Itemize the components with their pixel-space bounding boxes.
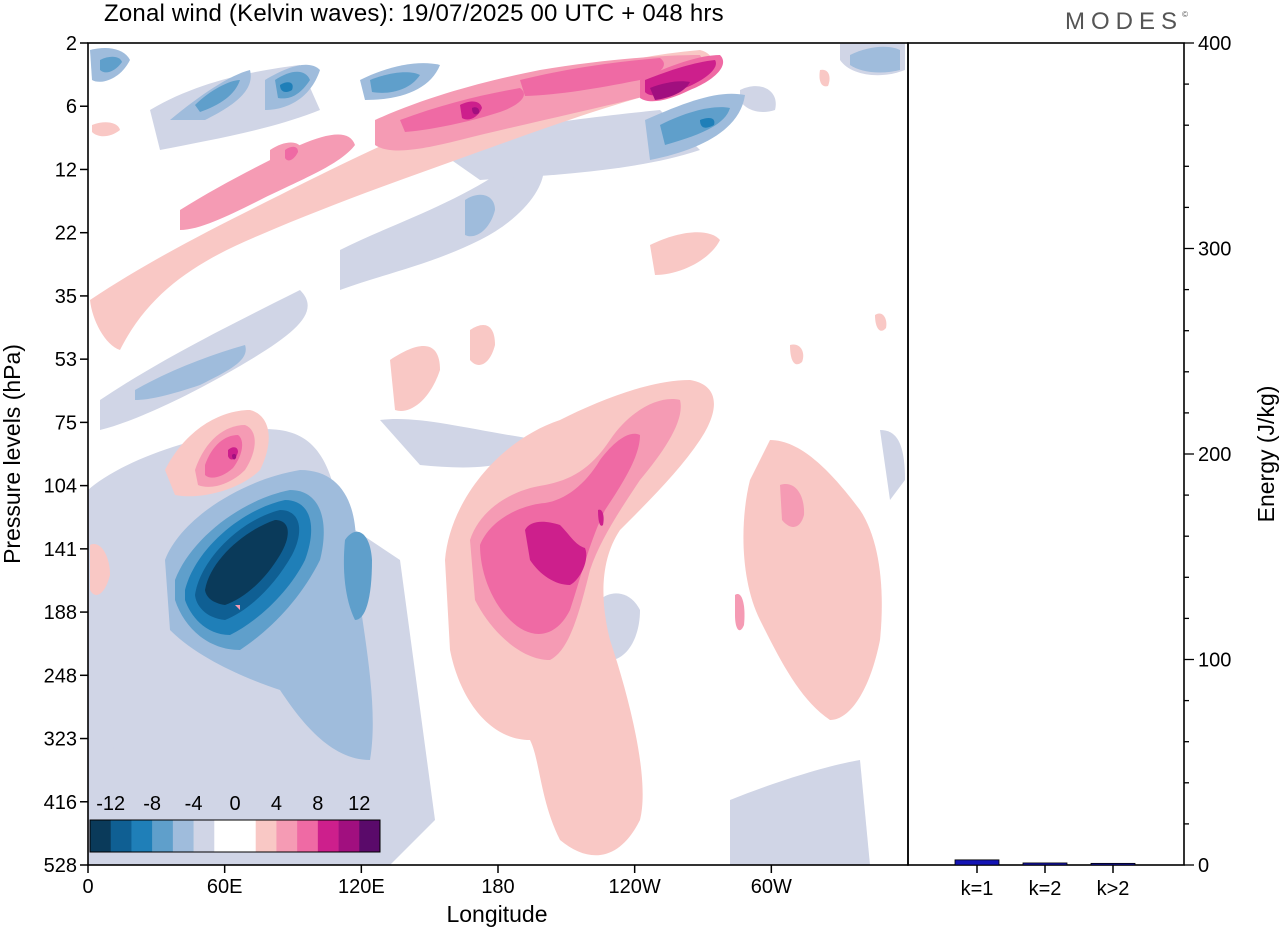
energy-frame — [907, 42, 1185, 866]
colorbar-swatch — [131, 820, 153, 852]
x-tick-label: 120E — [338, 876, 385, 898]
energy-bar-label: k=2 — [1029, 878, 1062, 900]
colorbar-swatch — [276, 820, 298, 852]
colorbar-label: -8 — [143, 793, 161, 815]
y-tick-label: 188 — [44, 602, 77, 624]
colorbar-label: 0 — [229, 793, 240, 815]
energy-bar — [954, 859, 1000, 866]
colorbar-label: 8 — [312, 793, 323, 815]
colorbar-swatch — [172, 820, 194, 852]
y-tick-label: 12 — [55, 159, 77, 181]
energy-bar — [1022, 862, 1068, 866]
x-tick-label: 60E — [207, 876, 243, 898]
y-tick-label: 2 — [66, 33, 77, 55]
contour-field — [88, 43, 905, 865]
y-axis-title: Pressure levels (hPa) — [0, 344, 25, 564]
colorbar-swatch — [90, 820, 112, 852]
x-tick-label: 60W — [751, 876, 792, 898]
energy-tick-label: 0 — [1198, 855, 1209, 877]
x-axis-title: Longitude — [446, 901, 547, 927]
colorbar-swatch — [359, 820, 381, 852]
y-tick-label: 75 — [55, 412, 77, 434]
colorbar-swatch — [235, 820, 257, 852]
energy-bar — [1090, 862, 1136, 866]
colorbar-swatch — [110, 820, 132, 852]
colorbar-swatch — [193, 820, 215, 852]
energy-bar-label: k>2 — [1097, 878, 1130, 900]
y-tick-label: 416 — [44, 792, 77, 814]
y-tick-label: 141 — [44, 539, 77, 561]
energy-axis: 0 100 200 300 400 — [1184, 33, 1231, 877]
y-tick-label: 35 — [55, 286, 77, 308]
x-tick-label: 180 — [481, 876, 514, 898]
energy-tick-label: 200 — [1198, 444, 1231, 466]
colorbar-swatch — [214, 820, 236, 852]
y-tick-label: 104 — [44, 476, 77, 498]
colorbar-swatch — [255, 820, 277, 852]
colorbar: -12 -8 -4 0 4 8 12 — [89, 793, 381, 853]
colorbar-label: 12 — [348, 793, 370, 815]
x-axis: 0 60E 120E 180 120W 60W — [82, 865, 792, 898]
energy-axis-title: Energy (J/kg) — [1253, 386, 1279, 523]
energy-tick-label: 300 — [1198, 239, 1231, 261]
x-tick-label: 0 — [82, 876, 93, 898]
energy-bar-label: k=1 — [961, 878, 994, 900]
modes-logo: MODES — [1064, 8, 1183, 35]
colorbar-border — [89, 819, 381, 853]
y-tick-label: 6 — [66, 96, 77, 118]
y-axis: 2 6 12 22 35 53 75 104 141 188 248 323 416 528 — [44, 33, 88, 877]
colorbar-swatch — [338, 820, 360, 852]
energy-tick-label: 400 — [1198, 33, 1231, 55]
colorbar-label: -4 — [185, 793, 203, 815]
y-tick-label: 528 — [44, 855, 77, 877]
colorbar-label: -12 — [96, 793, 125, 815]
y-tick-label: 323 — [44, 729, 77, 751]
colorbar-label: 4 — [271, 793, 282, 815]
colorbar-swatch — [152, 820, 174, 852]
x-tick-label: 120W — [609, 876, 661, 898]
colorbar-swatch — [297, 820, 319, 852]
y-tick-label: 22 — [55, 223, 77, 245]
energy-bars: k=1 k=2 k>2 — [954, 859, 1136, 900]
energy-tick-label: 100 — [1198, 650, 1231, 672]
copyright-mark: © — [1182, 10, 1188, 19]
y-tick-label: 53 — [55, 349, 77, 371]
colorbar-swatch — [317, 820, 339, 852]
y-tick-label: 248 — [44, 665, 77, 687]
chart-title: Zonal wind (Kelvin waves): 19/07/2025 00… — [104, 0, 724, 27]
